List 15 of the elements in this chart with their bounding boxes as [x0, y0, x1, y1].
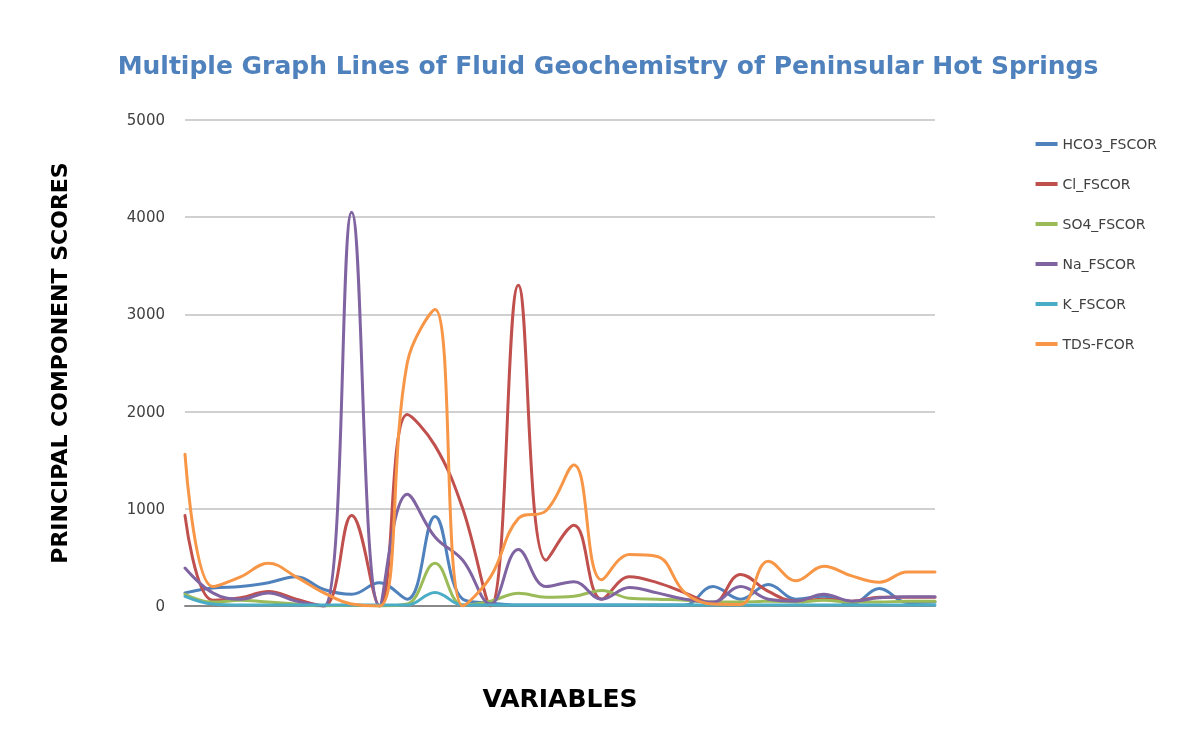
legend-label: TDS-FCOR — [1061, 336, 1135, 352]
y-axis-title: PRINCIPAL COMPONENT SCORES — [46, 162, 72, 564]
chart-title: Multiple Graph Lines of Fluid Geochemistry of Peninsular Hot Springs — [117, 51, 1099, 80]
y-tick-label: 3000 — [126, 305, 165, 324]
y-tick-label: 1000 — [126, 499, 165, 518]
y-tick-label: 4000 — [126, 208, 165, 227]
legend-label: HCO3_FSCOR — [1062, 136, 1158, 152]
legend-label: Na_FSCOR — [1062, 256, 1137, 272]
y-tick-label: 2000 — [126, 402, 165, 421]
legend-label: Cl_FSCOR — [1062, 176, 1131, 192]
y-tick-label: 5000 — [126, 111, 165, 129]
x-axis-title: VARIABLES — [482, 684, 638, 713]
y-tick-label: 0 — [155, 597, 165, 615]
legend-label: SO4_FSCOR — [1062, 216, 1146, 232]
legend-label: K_FSCOR — [1062, 296, 1127, 312]
